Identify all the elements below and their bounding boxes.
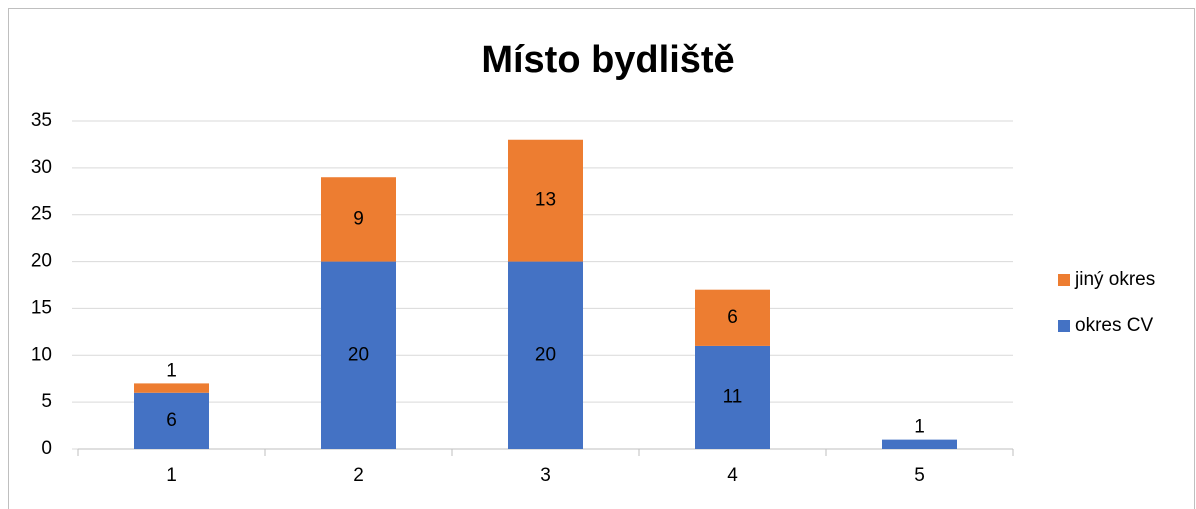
bar-segment xyxy=(882,439,957,449)
y-tick-label: 25 xyxy=(31,204,52,225)
y-tick-label: 5 xyxy=(41,391,52,412)
x-tick-label: 3 xyxy=(540,465,551,486)
data-label: 6 xyxy=(166,410,177,431)
x-tick-label: 5 xyxy=(914,465,925,486)
bar-segment xyxy=(321,261,396,449)
chart-title: Místo bydliště xyxy=(481,39,734,81)
data-label: 20 xyxy=(348,344,369,365)
legend-label: okres CV xyxy=(1075,315,1153,336)
y-tick-label: 20 xyxy=(31,251,52,272)
x-tick-label: 2 xyxy=(353,465,364,486)
data-label: 1 xyxy=(166,360,177,381)
y-tick-label: 10 xyxy=(31,344,52,365)
data-label: 11 xyxy=(723,386,743,407)
bar-segment xyxy=(508,261,583,449)
legend-label: jiný okres xyxy=(1074,269,1155,290)
bar-segment xyxy=(134,392,209,449)
bar-segment xyxy=(695,345,770,449)
data-label: 20 xyxy=(535,344,556,365)
data-label: 13 xyxy=(535,190,556,211)
y-tick-label: 35 xyxy=(31,110,52,131)
data-label: 9 xyxy=(353,208,364,229)
bar-segment xyxy=(321,177,396,262)
legend-swatch xyxy=(1058,320,1070,332)
x-tick-label: 4 xyxy=(727,465,738,486)
bar-segment xyxy=(134,383,209,393)
data-label: 6 xyxy=(727,307,738,328)
legend-swatch xyxy=(1058,274,1070,286)
bar-segment xyxy=(695,289,770,346)
data-label: 1 xyxy=(914,417,925,438)
bar-segment xyxy=(508,139,583,262)
y-tick-label: 30 xyxy=(31,157,52,178)
x-tick-label: 1 xyxy=(166,465,177,486)
y-tick-label: 15 xyxy=(31,297,52,318)
y-tick-label: 0 xyxy=(41,438,52,459)
